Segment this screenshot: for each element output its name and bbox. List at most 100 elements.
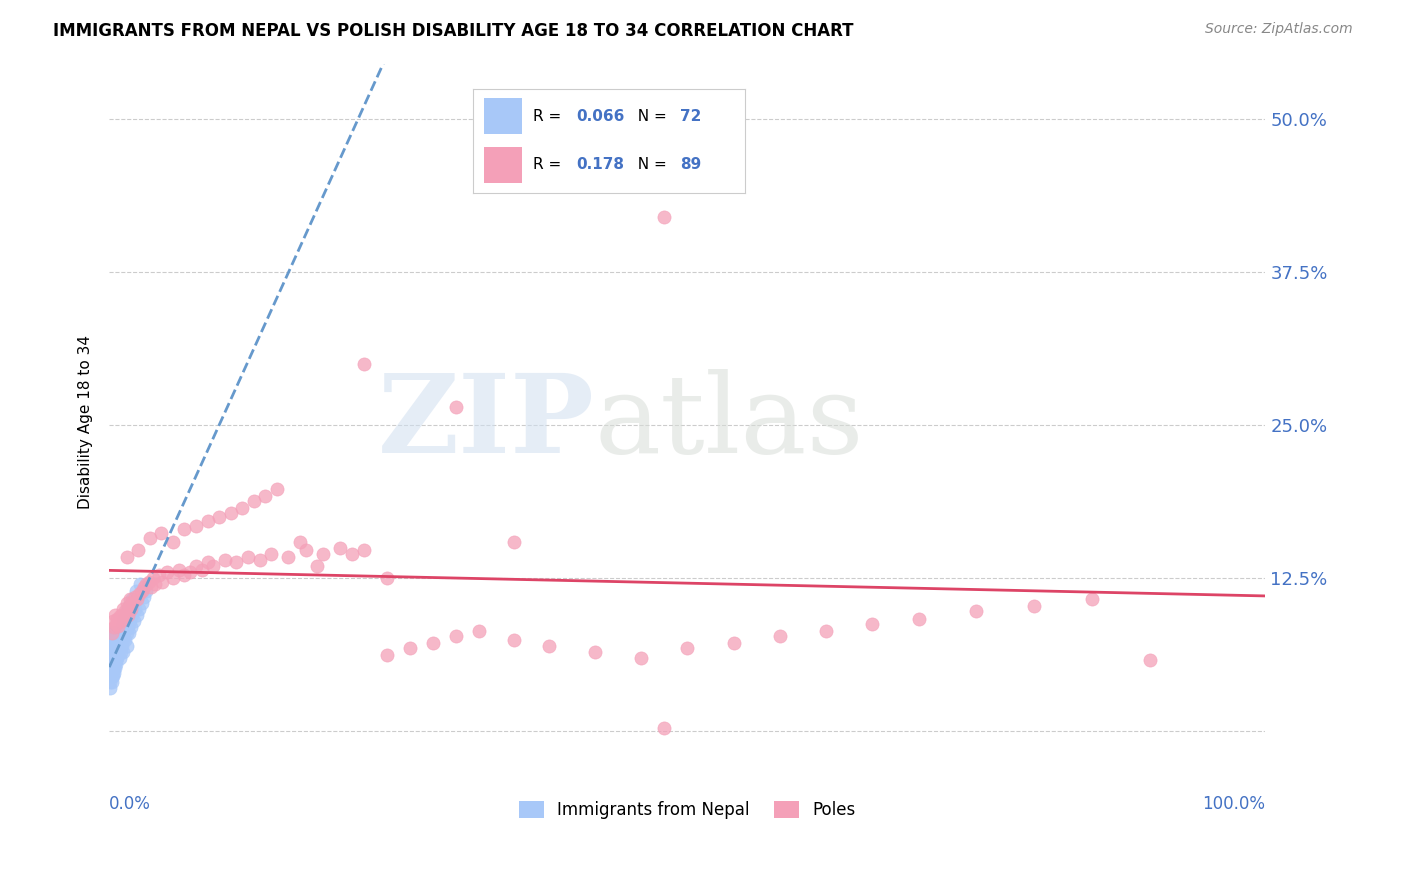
Point	[138, 531, 160, 545]
Point	[231, 501, 253, 516]
Point	[125, 592, 148, 607]
Point	[100, 675, 122, 690]
Point	[652, 721, 675, 735]
Point	[277, 550, 299, 565]
Point	[260, 547, 283, 561]
Point	[101, 639, 124, 653]
Point	[676, 641, 699, 656]
Point	[652, 210, 675, 224]
Point	[630, 651, 652, 665]
Point	[138, 574, 160, 589]
Point	[162, 534, 184, 549]
Point	[105, 651, 128, 665]
Point	[114, 604, 136, 618]
Text: ZIP: ZIP	[378, 368, 595, 475]
Point	[1081, 592, 1104, 607]
Point	[120, 620, 142, 634]
Point	[135, 577, 157, 591]
Point	[131, 583, 153, 598]
Point	[142, 571, 165, 585]
Point	[115, 596, 138, 610]
Point	[329, 541, 352, 555]
Point	[583, 645, 606, 659]
Point	[110, 629, 132, 643]
Point	[100, 626, 122, 640]
Point	[100, 675, 122, 690]
Point	[107, 619, 129, 633]
Text: Source: ZipAtlas.com: Source: ZipAtlas.com	[1205, 22, 1353, 37]
Point	[112, 645, 135, 659]
Point	[197, 555, 219, 569]
Point	[444, 400, 467, 414]
Point	[101, 669, 124, 683]
Point	[100, 651, 122, 665]
Legend: Immigrants from Nepal, Poles: Immigrants from Nepal, Poles	[512, 794, 863, 826]
Point	[108, 651, 131, 665]
Point	[127, 543, 149, 558]
Point	[105, 616, 128, 631]
Point	[100, 645, 122, 659]
Point	[103, 645, 125, 659]
Text: 0.0%: 0.0%	[110, 795, 150, 813]
Point	[105, 639, 128, 653]
Point	[101, 651, 124, 665]
Point	[115, 626, 138, 640]
Point	[101, 663, 124, 677]
Point	[117, 620, 139, 634]
Point	[100, 669, 122, 683]
Point	[108, 636, 131, 650]
Point	[108, 609, 131, 624]
Point	[112, 602, 135, 616]
Point	[118, 626, 141, 640]
Point	[225, 555, 247, 569]
Point	[112, 612, 135, 626]
Point	[110, 614, 132, 628]
Point	[537, 639, 560, 653]
Point	[111, 626, 134, 640]
Point	[103, 657, 125, 671]
Point	[907, 612, 929, 626]
Point	[503, 534, 526, 549]
Point	[139, 580, 162, 594]
Point	[103, 657, 125, 671]
Point	[111, 607, 134, 622]
Text: 100.0%: 100.0%	[1202, 795, 1265, 813]
Point	[105, 626, 128, 640]
Point	[769, 629, 792, 643]
Point	[100, 657, 122, 671]
Point	[100, 632, 122, 647]
Point	[107, 645, 129, 659]
Point	[167, 563, 190, 577]
Point	[101, 614, 124, 628]
Point	[104, 626, 127, 640]
Point	[208, 510, 231, 524]
Point	[184, 559, 207, 574]
Point	[128, 602, 150, 616]
Point	[112, 626, 135, 640]
Point	[121, 596, 143, 610]
Point	[108, 639, 131, 653]
Point	[117, 607, 139, 622]
Point	[312, 547, 335, 561]
Point	[107, 641, 129, 656]
Point	[112, 616, 135, 631]
Point	[118, 599, 141, 614]
Point	[120, 602, 142, 616]
Point	[202, 559, 225, 574]
Point	[124, 602, 146, 616]
Point	[162, 571, 184, 585]
Point	[965, 604, 987, 618]
Point	[125, 607, 148, 622]
Point	[353, 357, 375, 371]
Point	[860, 616, 883, 631]
Point	[111, 639, 134, 653]
Point	[173, 522, 195, 536]
Point	[114, 632, 136, 647]
Point	[353, 543, 375, 558]
Point	[173, 567, 195, 582]
Point	[100, 681, 122, 696]
Point	[307, 559, 329, 574]
Point	[399, 641, 422, 656]
Point	[242, 494, 264, 508]
Point	[105, 653, 128, 667]
